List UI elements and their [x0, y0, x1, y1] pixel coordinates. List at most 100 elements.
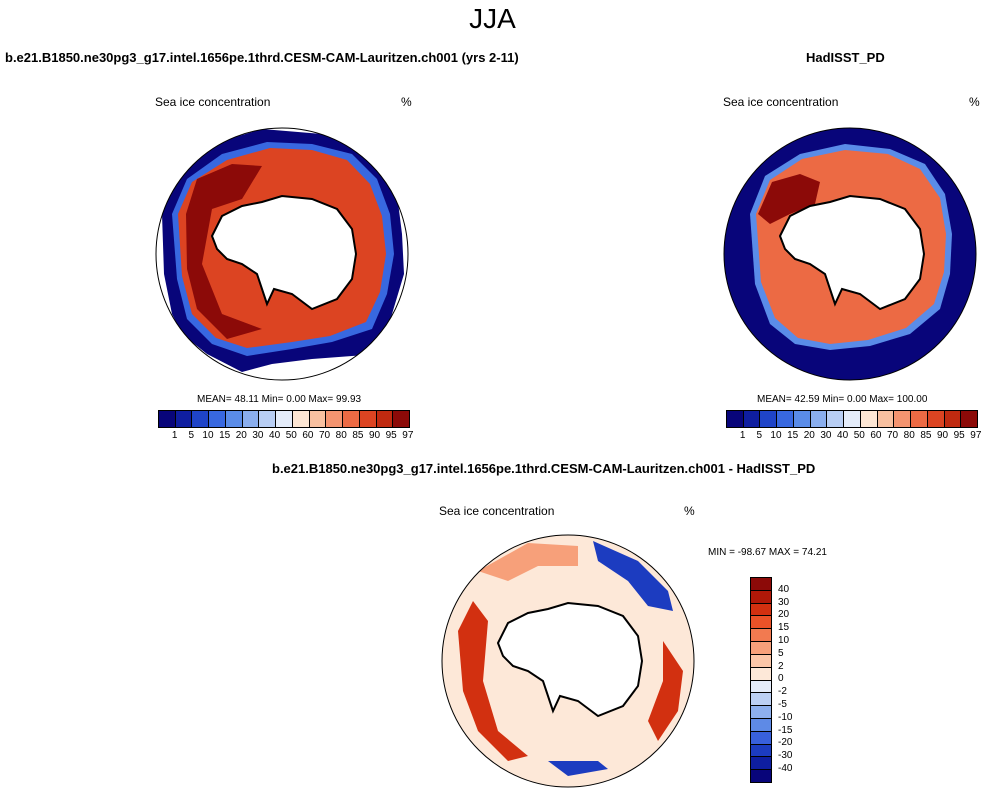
- obs-panel-title: HadISST_PD: [806, 50, 885, 65]
- obs-colorbar-swatch: [944, 411, 962, 427]
- diff-colorbar-label: 40: [778, 583, 790, 595]
- diff-colorbar: [750, 577, 772, 783]
- diff-colorbar-swatch: [751, 603, 771, 617]
- model-colorbar-swatch: [259, 411, 277, 427]
- model-colorbar-label: 20: [235, 430, 247, 441]
- diff-variable-label: Sea ice concentration: [439, 504, 555, 518]
- diff-colorbar-label: 2: [778, 660, 784, 672]
- diff-colorbar-label: 30: [778, 596, 790, 608]
- diff-panel-title: b.e21.B1850.ne30pg3_g17.intel.1656pe.1th…: [272, 461, 816, 476]
- diff-colorbar-label: -10: [778, 711, 793, 723]
- model-colorbar-swatch: [175, 411, 193, 427]
- model-colorbar-label: 40: [269, 430, 281, 441]
- diff-colorbar-labels: 40 30 20 15 10 5 2 0 -2 -5 -10 -15 -20 -30 -40: [778, 583, 792, 775]
- diff-colorbar-label: -30: [778, 750, 793, 762]
- model-colorbar-label: 15: [219, 430, 231, 441]
- obs-colorbar-swatch: [777, 411, 794, 427]
- model-colorbar-label: 90: [368, 430, 381, 441]
- diff-colorbar-swatch: [751, 757, 771, 771]
- model-colorbar: [158, 410, 410, 428]
- obs-colorbar-swatch: [860, 411, 878, 427]
- diff-colorbar-label: -20: [778, 737, 793, 749]
- model-stats: MEAN= 48.11 Min= 0.00 Max= 99.93: [197, 394, 362, 405]
- main-title: JJA: [469, 3, 516, 34]
- obs-colorbar-label: 80: [903, 430, 915, 441]
- model-variable-label: Sea ice concentration: [155, 95, 271, 109]
- obs-colorbar-label: 15: [787, 430, 799, 441]
- obs-colorbar-label: 20: [803, 430, 815, 441]
- obs-colorbar-label: 50: [853, 430, 865, 441]
- obs-colorbar-label: 1: [739, 430, 746, 441]
- diff-colorbar-swatch: [751, 693, 771, 707]
- obs-colorbar-swatch: [810, 411, 828, 427]
- obs-colorbar-label: 40: [837, 430, 849, 441]
- model-colorbar-label: 1: [171, 430, 178, 441]
- obs-colorbar-swatch: [911, 411, 928, 427]
- model-colorbar-label: 50: [285, 430, 297, 441]
- diff-colorbar-swatch: [751, 667, 771, 681]
- obs-colorbar-swatch: [894, 411, 912, 427]
- model-colorbar-swatch: [376, 411, 394, 427]
- obs-colorbar: [726, 410, 978, 428]
- diff-colorbar-swatch: [751, 680, 771, 694]
- model-colorbar-label: 97: [402, 430, 414, 441]
- obs-colorbar-swatch: [961, 411, 978, 427]
- model-map: [155, 127, 409, 381]
- model-colorbar-swatch: [393, 411, 410, 427]
- obs-colorbar-swatch: [827, 411, 845, 427]
- model-colorbar-swatch: [159, 411, 176, 427]
- obs-colorbar-swatch: [743, 411, 761, 427]
- obs-colorbar-label: 97: [970, 430, 982, 441]
- obs-colorbar-label: 95: [953, 430, 965, 441]
- obs-colorbar-label: 60: [870, 430, 882, 441]
- obs-colorbar-label: 90: [936, 430, 949, 441]
- model-colorbar-label: 10: [202, 430, 214, 441]
- obs-colorbar-label: 85: [920, 430, 932, 441]
- obs-colorbar-label: 5: [756, 430, 763, 441]
- model-units-label: %: [401, 95, 412, 109]
- model-colorbar-swatch: [276, 411, 293, 427]
- obs-colorbar-label: 70: [887, 430, 899, 441]
- model-colorbar-swatch: [292, 411, 310, 427]
- obs-map: [723, 127, 977, 381]
- obs-colorbar-swatch: [927, 411, 945, 427]
- diff-colorbar-swatch: [751, 654, 771, 668]
- model-colorbar-swatch: [326, 411, 344, 427]
- diff-colorbar-label: -15: [778, 724, 793, 736]
- diff-colorbar-label: -2: [778, 686, 787, 698]
- diff-colorbar-label: 5: [778, 647, 784, 659]
- diff-colorbar-swatch: [751, 642, 771, 655]
- obs-units-label: %: [969, 95, 980, 109]
- model-colorbar-swatch: [209, 411, 226, 427]
- diff-colorbar-swatch: [751, 578, 771, 591]
- diff-colorbar-swatch: [751, 744, 771, 758]
- model-colorbar-swatch: [242, 411, 260, 427]
- diff-colorbar-label: 15: [778, 622, 790, 634]
- obs-colorbar-label: 10: [770, 430, 782, 441]
- obs-colorbar-swatch: [793, 411, 811, 427]
- diff-colorbar-swatch: [751, 590, 771, 604]
- diff-map: [441, 534, 695, 788]
- model-colorbar-label: 5: [188, 430, 195, 441]
- model-colorbar-swatch: [225, 411, 243, 427]
- diff-colorbar-swatch: [751, 731, 771, 745]
- diff-colorbar-swatch: [751, 616, 771, 630]
- obs-colorbar-label: 30: [820, 430, 832, 441]
- model-colorbar-label: 95: [385, 430, 397, 441]
- model-colorbar-swatch: [309, 411, 327, 427]
- model-colorbar-label: 60: [302, 430, 314, 441]
- model-colorbar-label: 85: [352, 430, 364, 441]
- obs-colorbar-swatch: [727, 411, 744, 427]
- diff-colorbar-swatch: [751, 718, 771, 732]
- diff-units-label: %: [684, 504, 695, 518]
- obs-stats: MEAN= 42.59 Min= 0.00 Max= 100.00: [757, 394, 928, 405]
- obs-colorbar-labels: 1 5 10 15 20 30 40 50 60 70 80 85 90 95 97: [726, 430, 984, 441]
- model-colorbar-swatch: [343, 411, 360, 427]
- obs-variable-label: Sea ice concentration: [723, 95, 839, 109]
- diff-colorbar-swatch: [751, 629, 771, 643]
- diff-colorbar-swatch: [751, 706, 771, 719]
- model-colorbar-labels: 1 5 10 15 20 30 40 50 60 70 80 85 90 95 97: [158, 430, 416, 441]
- model-colorbar-label: 30: [252, 430, 264, 441]
- diff-stats: MIN = -98.67 MAX = 74.21: [708, 547, 827, 558]
- diff-colorbar-label: 0: [778, 673, 784, 685]
